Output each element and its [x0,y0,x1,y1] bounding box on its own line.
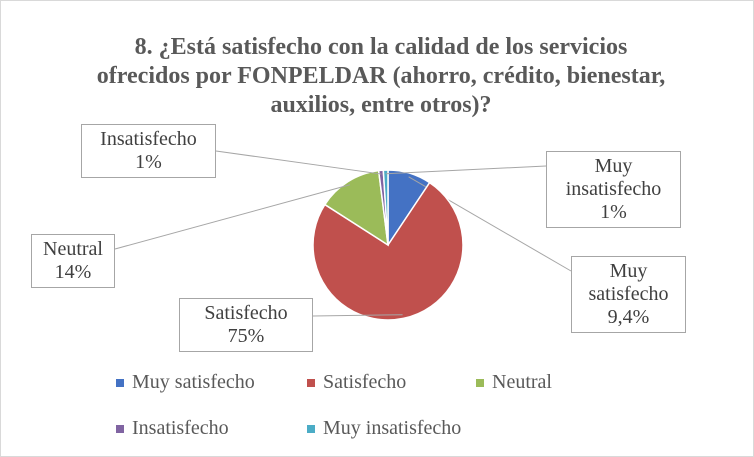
leader-line [114,184,351,250]
leader-line [215,150,382,175]
data-label: Insatisfecho 1% [81,124,216,178]
data-label-category: Muy insatisfecho [565,155,662,200]
leader-line [312,314,403,317]
legend-marker [116,424,124,433]
legend-label: Muy satisfecho [132,371,255,393]
legend-item: Muy satisfecho [116,371,255,394]
data-label-value: 9,4% [607,306,650,328]
pie-slice [323,169,389,247]
legend-marker [307,424,315,433]
data-label-category: Neutral [43,238,103,260]
data-label: Muy satisfecho 9,4% [571,256,686,333]
leader-line [385,165,547,175]
data-label-value: 1% [600,201,627,223]
legend-label: Muy insatisfecho [323,417,462,439]
legend-item: Satisfecho [307,371,406,394]
pie-slice [312,181,464,321]
chart-title: 8. ¿Está satisfecho con la calidad de lo… [96,34,666,118]
legend-label: Satisfecho [323,371,407,393]
data-label-category: Satisfecho [204,302,288,324]
data-label: Muy insatisfecho 1% [546,151,681,228]
legend-marker [307,378,315,387]
legend-item: Insatisfecho [116,417,229,440]
data-label-value: 14% [54,261,92,283]
pie-slice [382,169,389,246]
data-label: Neutral 14% [31,234,115,288]
data-label-value: 75% [227,325,265,347]
data-label-value: 1% [135,151,162,173]
legend-marker [476,378,484,387]
legend-item: Neutral [476,371,552,394]
data-label: Satisfecho 75% [179,298,313,352]
data-label-category: Muy satisfecho [588,260,669,305]
legend-label: Neutral [492,371,552,393]
legend-label: Insatisfecho [132,417,229,439]
legend-item: Muy insatisfecho [307,417,461,440]
data-label-category: Insatisfecho [100,128,197,150]
legend-marker [116,378,124,387]
